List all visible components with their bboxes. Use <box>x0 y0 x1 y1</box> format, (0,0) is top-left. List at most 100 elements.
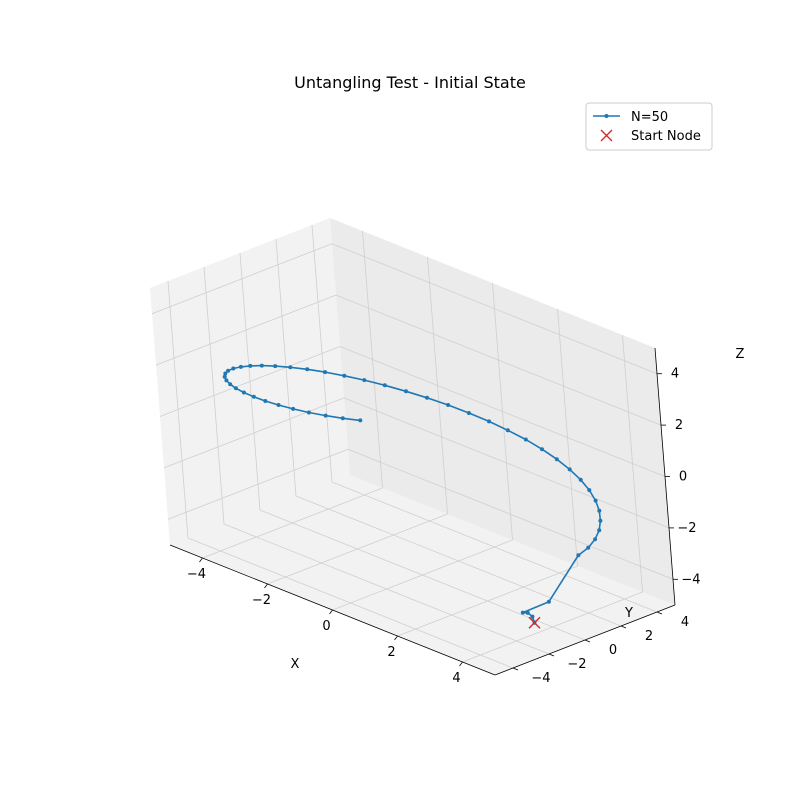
series-point <box>578 477 583 482</box>
series-point <box>340 416 345 421</box>
series-point <box>223 371 228 376</box>
series-point <box>241 390 246 395</box>
series-point <box>530 614 535 619</box>
z-tick-label: −2 <box>677 521 696 536</box>
series-point <box>238 364 243 369</box>
grid-line <box>155 294 337 366</box>
series-point <box>288 365 293 370</box>
start-node-stroke <box>528 616 541 629</box>
x-tick-mark <box>394 635 398 641</box>
series-point <box>251 394 256 399</box>
series-point <box>593 498 598 503</box>
series-point <box>248 363 253 368</box>
series-point <box>305 367 310 372</box>
series-point <box>224 378 229 383</box>
grid-line <box>159 346 341 417</box>
x-tick-mark <box>459 661 463 667</box>
series-point <box>446 403 451 407</box>
series-point <box>540 447 544 452</box>
series-point <box>323 413 328 418</box>
y-tick-label: 2 <box>645 629 653 644</box>
grid-line <box>339 346 666 477</box>
series-point <box>597 528 602 533</box>
x-tick-label: 4 <box>452 671 460 686</box>
grid-line <box>462 591 643 663</box>
z-axis-label: Z <box>736 347 745 362</box>
series-point <box>358 418 363 423</box>
series-point <box>222 374 227 379</box>
series-point <box>593 537 598 542</box>
series-point <box>263 399 268 403</box>
y-tick-mark <box>512 667 519 671</box>
grid-line <box>622 334 643 593</box>
x-tick-label: −2 <box>252 593 271 608</box>
grid-line <box>557 308 578 567</box>
series-point <box>273 364 278 369</box>
y-tick-label: 0 <box>609 643 617 658</box>
series-point <box>291 406 296 411</box>
series-point <box>487 419 491 424</box>
series-point <box>525 610 530 615</box>
series-point <box>466 411 471 415</box>
y-tick-label: −4 <box>531 671 550 686</box>
y-tick-mark <box>548 653 555 657</box>
x-tick-mark <box>199 557 203 563</box>
x-axis-label: X <box>291 657 300 672</box>
series-point <box>425 395 429 400</box>
grid-line <box>397 565 578 637</box>
series-point <box>598 518 603 523</box>
series-point <box>323 370 328 375</box>
x-tick-label: −4 <box>187 567 206 582</box>
series-point <box>228 382 233 387</box>
x-tick-mark <box>329 609 333 615</box>
series-point <box>523 437 528 442</box>
z-tick-label: 0 <box>679 470 687 485</box>
z-tick-label: 2 <box>675 418 683 433</box>
legend-frame <box>585 102 713 151</box>
chart-title: Untangling Test - Initial State <box>294 73 526 92</box>
grid-line <box>151 243 333 315</box>
legend-label-series: N=50 <box>631 110 668 125</box>
series-point <box>576 553 581 558</box>
axes-panes <box>150 218 675 675</box>
legend-x-swatch <box>600 129 613 142</box>
series-point <box>520 610 525 615</box>
series-point <box>587 488 592 493</box>
series-point <box>597 508 602 513</box>
series-point <box>554 457 559 462</box>
legend-label-start-node: Start Node <box>631 129 701 144</box>
series-point <box>382 383 387 388</box>
x-tick-label: 0 <box>322 619 330 634</box>
series-point <box>586 545 591 550</box>
grid-line <box>335 294 662 426</box>
z-tick-label: −4 <box>681 572 700 587</box>
grid-line <box>311 224 333 483</box>
series-point <box>546 599 551 604</box>
y-tick-label: 4 <box>681 615 689 630</box>
series-point <box>342 373 347 378</box>
grid-line <box>331 243 658 375</box>
y-axis-label: Y <box>624 606 633 621</box>
y-tick-mark <box>620 625 627 629</box>
grid-line <box>331 481 658 613</box>
y-tick-mark <box>584 639 591 643</box>
series-point <box>231 366 236 371</box>
z-tick-label: 4 <box>671 367 679 382</box>
legend: N=50 Start Node <box>585 102 713 151</box>
tick-labels: −4 −4 −4 −2 −2 −2 0 0 0 2 2 2 4 4 4 <box>187 367 701 686</box>
grid-line <box>295 495 622 627</box>
x-tick-label: 2 <box>387 645 395 660</box>
y-tick-label: −2 <box>567 657 586 672</box>
legend-dot-swatch <box>604 114 609 118</box>
series-point <box>505 428 510 433</box>
series-point <box>233 386 238 391</box>
start-node-marker <box>528 616 541 629</box>
series-point <box>362 378 367 383</box>
series-point <box>404 389 408 394</box>
x-tick-mark <box>264 583 268 589</box>
series-point <box>306 410 311 415</box>
series-point <box>259 363 264 368</box>
series-point <box>567 467 572 472</box>
series-point <box>276 403 281 407</box>
